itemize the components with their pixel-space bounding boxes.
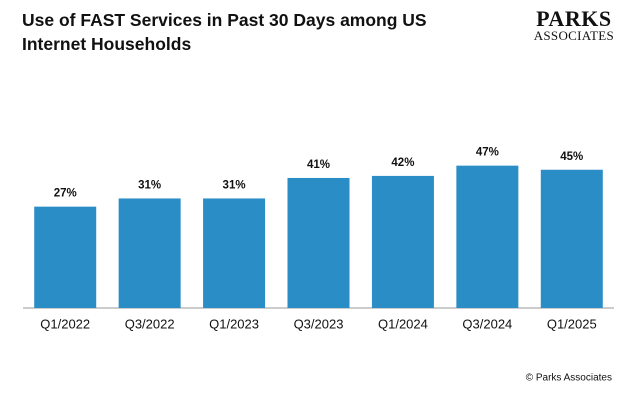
bar — [456, 165, 519, 308]
x-tick-label: Q3/2023 — [294, 316, 344, 331]
bar — [540, 169, 603, 308]
logo: PARKS ASSOCIATES — [533, 6, 614, 44]
x-tick-label: Q1/2022 — [40, 316, 90, 331]
logo-line: ASSOCIATES — [533, 28, 614, 43]
bar — [287, 177, 350, 308]
value-label: 41% — [307, 159, 330, 171]
logo-line: PARKS — [536, 6, 612, 31]
value-label: 31% — [223, 179, 246, 191]
bar — [118, 198, 181, 308]
x-tick-label: Q1/2023 — [209, 316, 259, 331]
x-tick-label: Q1/2024 — [378, 316, 428, 331]
value-label: 27% — [54, 188, 77, 200]
value-label: 42% — [391, 157, 414, 169]
x-tick-label: Q3/2022 — [125, 316, 175, 331]
chart-title: Use of FAST Services in Past 30 Days amo… — [22, 10, 427, 54]
x-tick-label: Q1/2025 — [547, 316, 597, 331]
bar — [203, 198, 266, 308]
value-label: 31% — [138, 179, 161, 191]
x-tick-label: Q3/2024 — [462, 316, 512, 331]
source: © Parks Associates — [526, 373, 612, 384]
bar — [34, 206, 97, 308]
bar — [371, 175, 434, 308]
value-label: 47% — [476, 147, 499, 159]
value-label: 45% — [560, 151, 583, 163]
